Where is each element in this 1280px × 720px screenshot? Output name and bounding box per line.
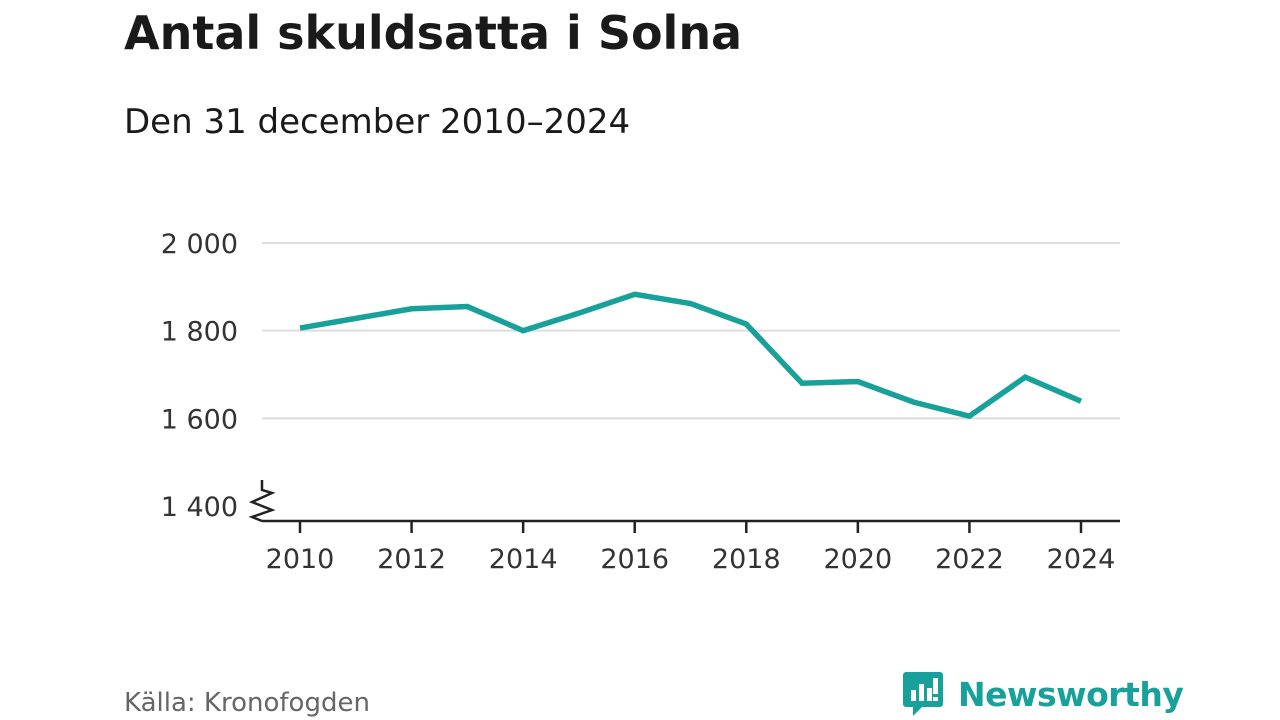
source-note: Källa: Kronofogden xyxy=(124,688,370,718)
y-tick-label: 1 600 xyxy=(161,404,238,435)
y-axis-labels: 1 400 1 600 1 800 2 000 xyxy=(161,229,238,523)
x-tick-label: 2024 xyxy=(1047,544,1116,575)
x-tick-label: 2016 xyxy=(600,544,669,575)
x-tick-label: 2020 xyxy=(823,544,892,575)
x-axis-labels: 2010 2012 2014 2016 2018 2020 2022 2024 xyxy=(266,521,1116,575)
chart-title: Antal skuldsatta i Solna xyxy=(124,6,743,60)
newsworthy-logo-icon xyxy=(903,672,943,716)
x-tick-label: 2018 xyxy=(712,544,781,575)
x-tick-label: 2014 xyxy=(489,544,558,575)
x-tick-label: 2022 xyxy=(935,544,1004,575)
grid-lines xyxy=(262,242,1120,420)
brand-logo: Newsworthy xyxy=(902,670,1184,718)
axis-break-icon xyxy=(248,480,276,523)
brand-name: Newsworthy xyxy=(958,674,1184,714)
chart-subtitle: Den 31 december 2010–2024 xyxy=(124,102,631,142)
x-tick-label: 2012 xyxy=(377,544,446,575)
x-tick-label: 2010 xyxy=(266,544,335,575)
y-tick-label: 2 000 xyxy=(161,229,238,260)
x-axis xyxy=(248,480,1120,523)
y-tick-label: 1 800 xyxy=(161,317,238,348)
series-layer xyxy=(299,291,1083,420)
y-tick-label: 1 400 xyxy=(161,492,238,523)
series-line xyxy=(299,291,1083,420)
